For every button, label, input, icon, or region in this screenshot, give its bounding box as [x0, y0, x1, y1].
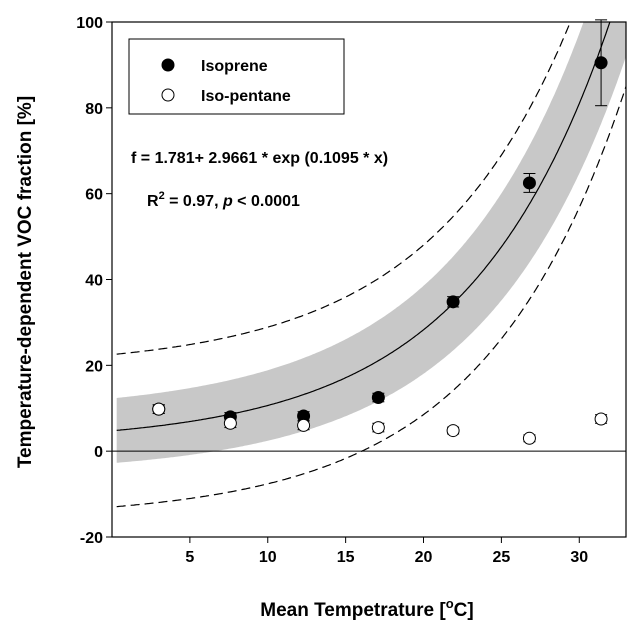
point-iso-pentane-3 — [371, 421, 385, 435]
y-tick-label-1: 0 — [94, 444, 103, 461]
x-axis-title-degree: o — [446, 596, 454, 611]
y-tick-label-3: 40 — [85, 273, 103, 290]
x-tick-label-2: 15 — [337, 549, 355, 566]
p-symbol: p — [222, 193, 233, 210]
y-tick-label-0: -20 — [80, 530, 103, 547]
point-iso-pentane-6 — [594, 412, 608, 426]
point-iso-pentane-1 — [223, 416, 237, 430]
prediction-lower-line — [116, 86, 626, 508]
legend: Isoprene Iso-pentane — [128, 38, 345, 115]
y-tick-label-2: 20 — [85, 358, 103, 375]
fit-lines-layer — [116, 22, 626, 508]
legend-box — [128, 38, 345, 115]
r-squared-annotation: R2 = 0.97, p < 0.0001 — [147, 190, 300, 210]
r2-superscript: 2 — [159, 190, 165, 202]
point-iso-pentane-0 — [152, 402, 166, 416]
point-isoprene-6 — [594, 56, 608, 70]
point-iso-pentane-4 — [446, 424, 460, 438]
fit-curve — [116, 22, 611, 431]
prediction-upper-line — [116, 22, 571, 355]
point-iso-pentane-2 — [297, 418, 311, 432]
legend-label-iso-pentane: Iso-pentane — [201, 88, 291, 105]
r2-r: R — [147, 193, 159, 210]
y-tick-label-5: 80 — [85, 101, 103, 118]
confidence-band-layer — [116, 22, 626, 463]
x-axis-title: Mean Tempetrature [oC] — [260, 596, 473, 621]
point-isoprene-5 — [522, 176, 536, 190]
legend-marker-iso-pentane — [161, 88, 175, 102]
x-tick-label-1: 10 — [259, 549, 277, 566]
legend-marker-isoprene — [161, 58, 175, 72]
legend-label-isoprene: Isoprene — [201, 58, 268, 75]
p-value: < 0.0001 — [233, 193, 300, 210]
point-isoprene-3 — [371, 391, 385, 405]
x-axis-title-unit: C] — [454, 600, 474, 621]
confidence-band — [116, 22, 626, 463]
y-axis-title: Temperature-dependent VOC fraction [%] — [15, 96, 36, 468]
x-axis-title-main: Mean Tempetrature [ — [260, 600, 446, 621]
point-isoprene-4 — [446, 295, 460, 309]
point-iso-pentane-5 — [522, 431, 536, 445]
fit-equation: f = 1.781+ 2.9661 * exp (0.1095 * x) — [131, 150, 388, 167]
x-tick-label-4: 25 — [492, 549, 510, 566]
axes-layer: 5 10 15 20 25 30 -20 0 20 40 60 80 100 — [76, 15, 627, 566]
x-tick-label-3: 20 — [415, 549, 433, 566]
y-tick-label-6: 100 — [76, 15, 103, 32]
x-tick-label-0: 5 — [185, 549, 194, 566]
y-tick-label-4: 60 — [85, 187, 103, 204]
r2-value: = 0.97, — [165, 193, 223, 210]
x-tick-label-5: 30 — [570, 549, 588, 566]
points-layer — [152, 19, 608, 445]
